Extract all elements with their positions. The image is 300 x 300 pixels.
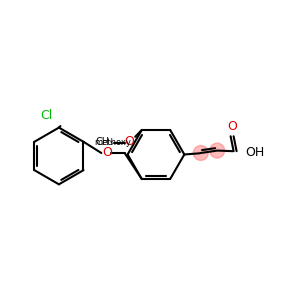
Circle shape xyxy=(193,146,208,160)
Circle shape xyxy=(210,143,225,158)
Text: Cl: Cl xyxy=(41,109,53,122)
Text: methoxy: methoxy xyxy=(94,138,131,147)
Text: O: O xyxy=(102,146,112,160)
Text: CH₃: CH₃ xyxy=(96,137,114,147)
Text: OH: OH xyxy=(245,146,264,159)
Text: O: O xyxy=(124,135,134,148)
Text: O: O xyxy=(227,120,237,133)
